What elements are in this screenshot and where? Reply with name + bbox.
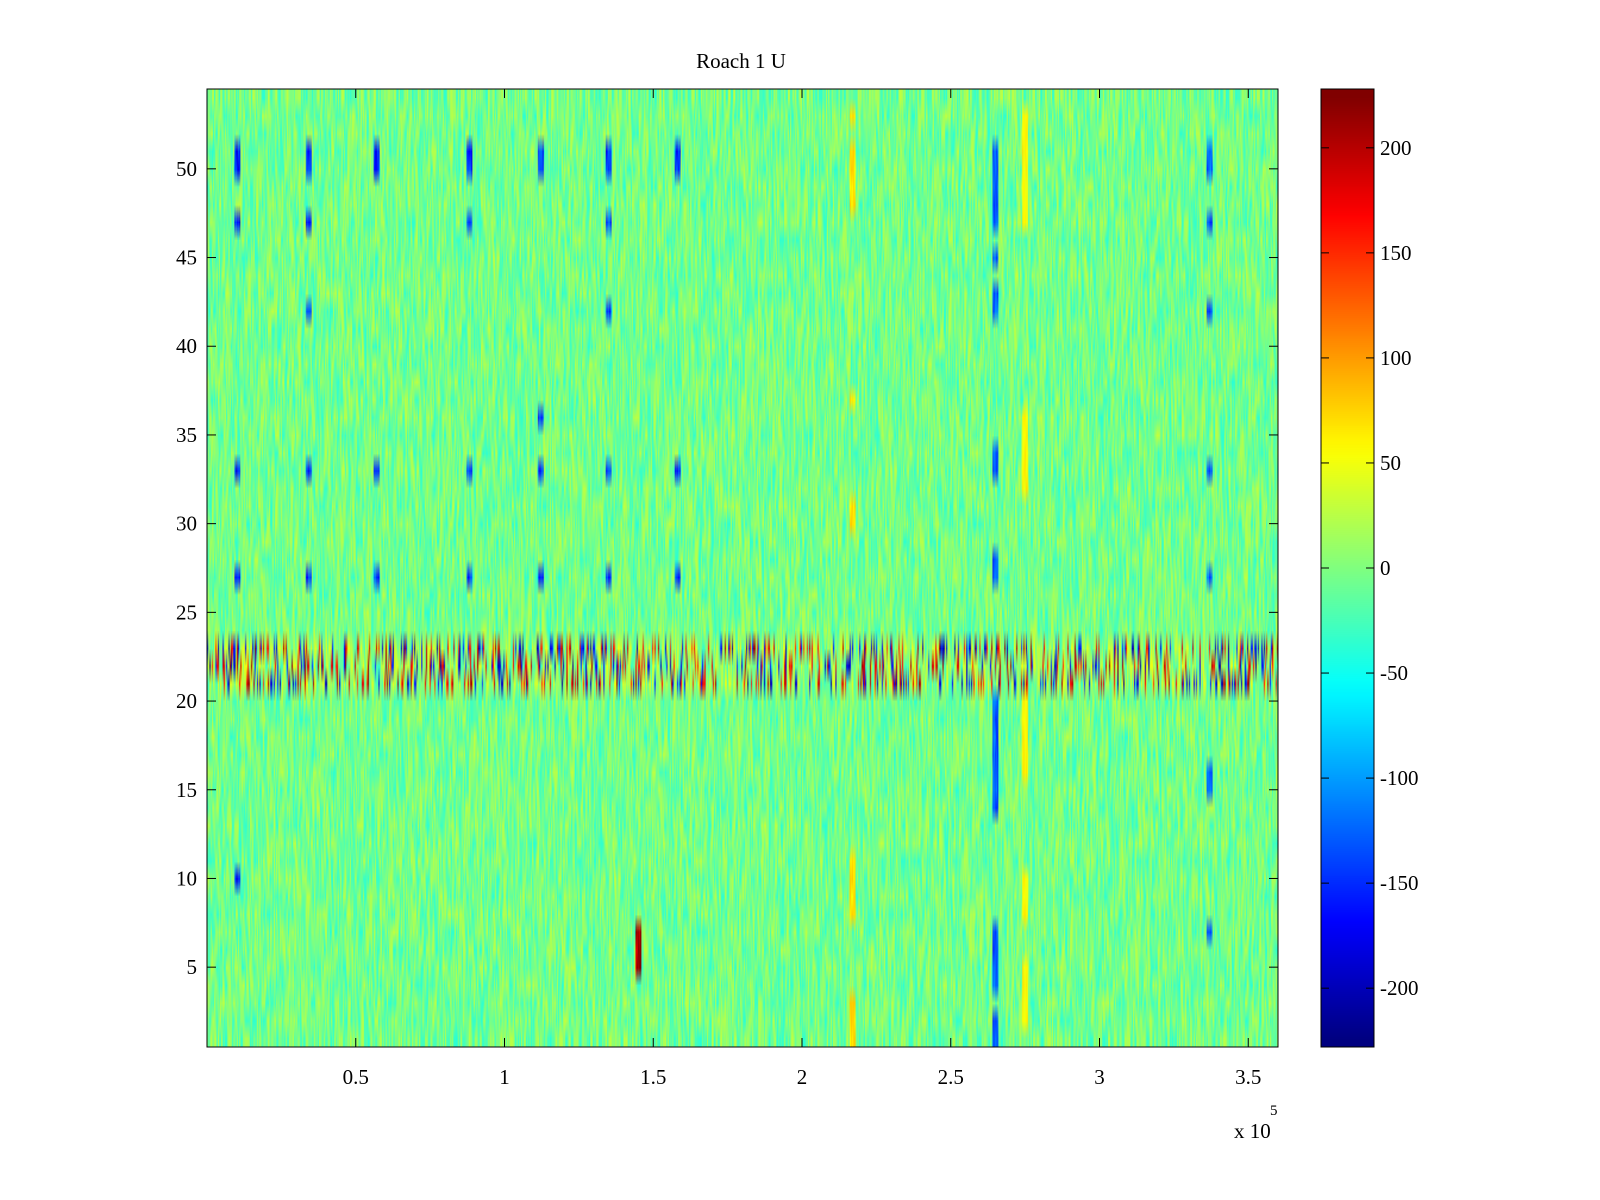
heatmap-image [207, 89, 1278, 1047]
heatmap-area [206, 88, 1279, 1048]
colorbar-tick-label: -200 [1380, 976, 1419, 1000]
x-tick-label: 3 [1094, 1065, 1105, 1089]
colorbar-tick-label: 150 [1380, 241, 1412, 265]
x-axis: 0.5 1 1.5 2 2.5 3 3.5 [343, 89, 1261, 1089]
colorbar-tick-label: -150 [1380, 871, 1419, 895]
colorbar-ticks: 200 150 100 50 0 -50 -100 -150 -200 [1321, 136, 1419, 1000]
colorbar-tick-label: 0 [1380, 556, 1391, 580]
y-tick-label: 25 [176, 600, 197, 624]
plot-frame [206, 88, 1279, 1048]
y-tick-label: 30 [176, 512, 197, 536]
x-tick-label: 3.5 [1235, 1065, 1261, 1089]
x-tick-label: 1.5 [640, 1065, 666, 1089]
y-tick-label: 20 [176, 689, 197, 713]
y-tick-label: 45 [176, 246, 197, 270]
x-tick-label: 0.5 [343, 1065, 369, 1089]
y-tick-label: 50 [176, 157, 197, 181]
colorbar-tick-label: -50 [1380, 661, 1408, 685]
y-axis: 5 10 15 20 25 30 35 40 45 50 [176, 157, 1278, 979]
colorbar-gradient [1321, 89, 1374, 1047]
colorbar-tick-label: 200 [1380, 136, 1412, 160]
x-tick-label: 2.5 [938, 1065, 964, 1089]
chart-title: Roach 1 U [696, 49, 786, 73]
x-tick-label: 2 [797, 1065, 808, 1089]
y-tick-label: 35 [176, 423, 197, 447]
y-tick-label: 40 [176, 334, 197, 358]
y-tick-label: 15 [176, 778, 197, 802]
colorbar-tick-label: -100 [1380, 766, 1419, 790]
y-tick-label: 10 [176, 866, 197, 890]
y-tick-label: 5 [187, 955, 198, 979]
colorbar-tick-label: 100 [1380, 346, 1412, 370]
colorbar-tick-label: 50 [1380, 451, 1401, 475]
x-tick-label: 1 [499, 1065, 510, 1089]
x-axis-multiplier-exponent: 5 [1270, 1103, 1278, 1119]
colorbar: 200 150 100 50 0 -50 -100 -150 -200 [1320, 88, 1419, 1048]
x-axis-multiplier: x 10 [1234, 1119, 1271, 1143]
